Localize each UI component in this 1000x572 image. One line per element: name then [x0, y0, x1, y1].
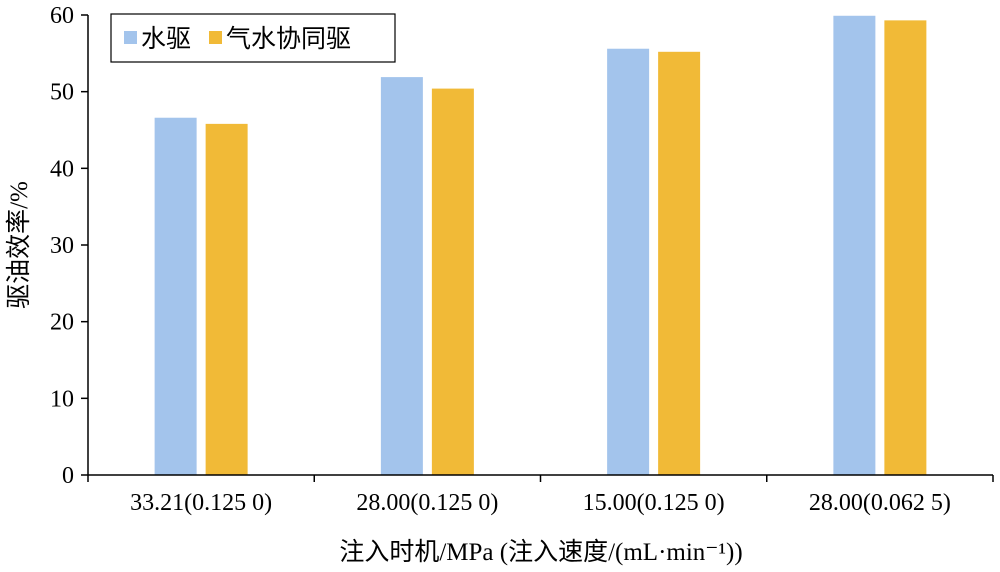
- legend-label-water: 水驱: [141, 25, 191, 53]
- bar-series-1-cat-0: [205, 123, 248, 475]
- bar-series-0-cat-0: [154, 117, 197, 475]
- legend: 水驱 气水协同驱: [110, 13, 396, 63]
- bar-series-0-cat-2: [607, 48, 650, 475]
- x-ticks-group: 33.21(0.125 0) 28.00(0.125 0) 15.00(0.125 …: [87, 475, 994, 516]
- x-category-label: 28.00(0.125 0): [356, 490, 498, 516]
- x-axis-title: 注入时机/MPa (注入速度/(mL·min⁻¹)): [339, 538, 742, 566]
- y-ticks-group: 0 10 20 30 40 50 60: [50, 3, 88, 489]
- y-tick-label: 60: [50, 3, 74, 29]
- x-category-label: 15.00(0.125 0): [583, 490, 725, 516]
- y-tick-label: 20: [50, 310, 74, 336]
- bar-series-0-cat-3: [833, 15, 876, 476]
- x-category-label: 33.21(0.125 0): [130, 490, 272, 516]
- y-tick-label: 30: [50, 233, 74, 259]
- bar-series-1-cat-1: [431, 88, 474, 475]
- legend-swatch-gas-water: [209, 31, 222, 44]
- bar-series-1-cat-3: [884, 20, 927, 475]
- bar-series-1-cat-2: [658, 51, 701, 476]
- y-tick-label: 40: [50, 156, 74, 182]
- bar-series-0-cat-1: [380, 77, 423, 475]
- legend-box: [110, 13, 396, 63]
- legend-label-gas-water: 气水协同驱: [226, 25, 351, 53]
- y-tick-label: 0: [62, 463, 74, 489]
- y-tick-label: 10: [50, 386, 74, 412]
- legend-swatch-water: [124, 31, 137, 44]
- y-axis-title: 驱油效率/%: [5, 181, 33, 309]
- bars-group: [154, 15, 927, 476]
- y-tick-label: 50: [50, 80, 74, 106]
- x-category-label: 28.00(0.062 5): [809, 490, 951, 516]
